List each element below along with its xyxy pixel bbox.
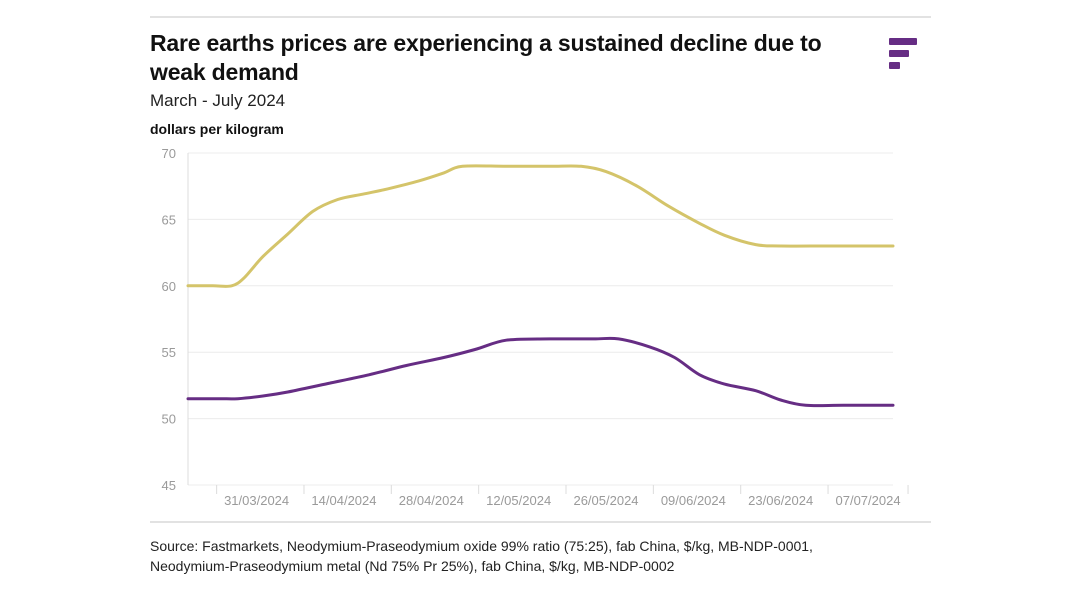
bottom-divider — [150, 521, 931, 523]
y-tick-label: 55 — [162, 345, 176, 360]
source-line-2: Neodymium-Praseodymium metal (Nd 75% Pr … — [150, 558, 675, 574]
source-note: Source: Fastmarkets, Neodymium-Praseodym… — [150, 536, 950, 576]
series-line-2 — [186, 336, 895, 408]
x-tick-label: 26/05/2024 — [573, 493, 638, 508]
x-tick-label: 09/06/2024 — [661, 493, 726, 508]
y-tick-label: 65 — [162, 212, 176, 227]
x-tick-label: 23/06/2024 — [748, 493, 813, 508]
x-tick-label: 12/05/2024 — [486, 493, 551, 508]
top-divider — [150, 16, 931, 18]
chart-subtitle: March - July 2024 — [150, 91, 286, 110]
chart-title: Rare earths prices are experiencing a su… — [150, 30, 822, 85]
x-tick-label: 07/07/2024 — [836, 493, 901, 508]
x-tick-label: 14/04/2024 — [311, 493, 376, 508]
x-tick-label: 31/03/2024 — [224, 493, 289, 508]
x-tick-label: 28/04/2024 — [399, 493, 464, 508]
stacked-bars-logo-icon — [885, 36, 921, 72]
y-tick-label: 50 — [162, 412, 176, 427]
y-tick-label: 70 — [162, 146, 176, 161]
series-line-1 — [186, 164, 895, 288]
y-tick-label: 45 — [162, 478, 176, 493]
source-line-1: Source: Fastmarkets, Neodymium-Praseodym… — [150, 538, 813, 554]
y-tick-label: 60 — [162, 279, 176, 294]
y-axis-unit-label: dollars per kilogram — [150, 121, 284, 137]
